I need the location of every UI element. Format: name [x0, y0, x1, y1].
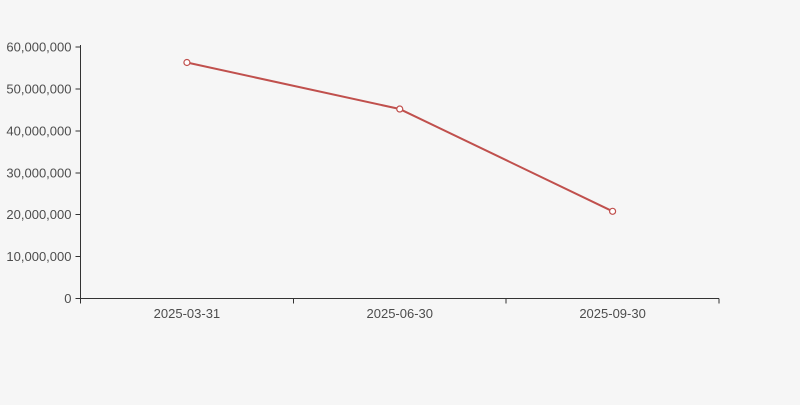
series-line	[185, 61, 614, 213]
x-axis-tick-label: 2025-09-30	[579, 306, 646, 321]
y-axis-tick-label: 40,000,000	[6, 123, 71, 138]
data-point-marker[interactable]	[608, 207, 617, 215]
y-axis-tick-label: 0	[64, 291, 71, 306]
data-point-marker[interactable]	[396, 105, 404, 113]
x-axis-tick-label: 2025-03-31	[154, 306, 221, 321]
y-axis-tick-label: 10,000,000	[6, 249, 71, 264]
y-axis-tick-label: 60,000,000	[6, 40, 71, 55]
x-axis-tick-label: 2025-06-30	[367, 306, 434, 321]
y-axis-tick-label: 30,000,000	[6, 165, 71, 180]
y-axis-tick-label: 50,000,000	[6, 81, 71, 96]
data-point-marker[interactable]	[183, 58, 191, 67]
y-axis-tick-label: 20,000,000	[6, 207, 71, 222]
